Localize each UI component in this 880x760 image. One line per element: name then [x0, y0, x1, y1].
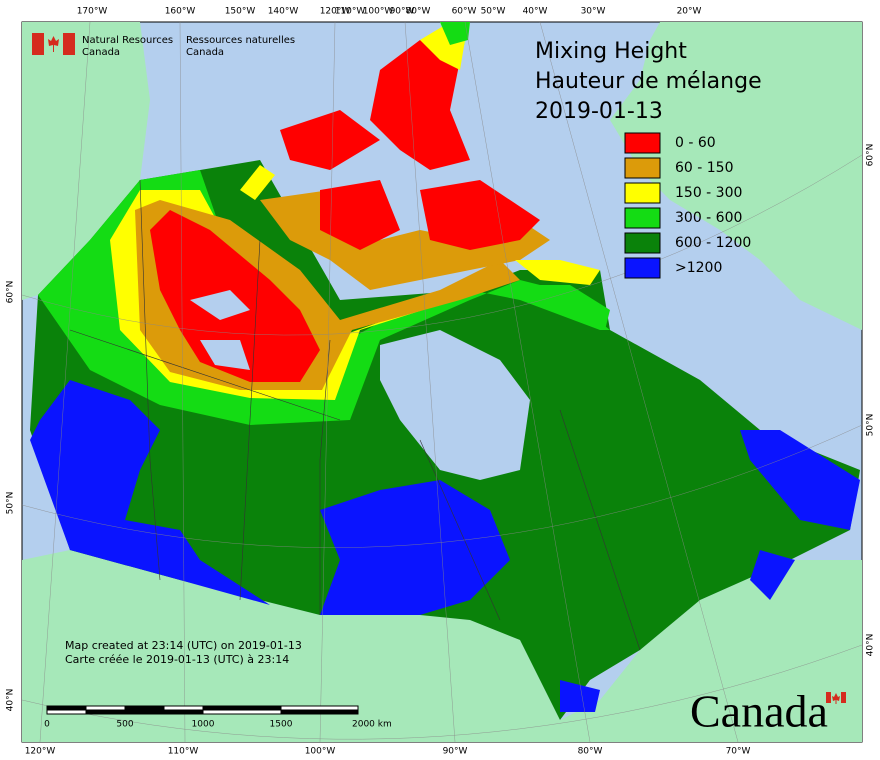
hudson-bay	[380, 330, 530, 480]
scale-bar	[46, 705, 359, 715]
graticule-label: 160°W	[165, 7, 196, 17]
scale-label: 500	[116, 720, 133, 730]
legend-label: 60 - 150	[675, 160, 734, 176]
legend-swatch	[624, 232, 661, 254]
scale-label: 1500	[270, 720, 293, 730]
legend-label: 600 - 1200	[675, 235, 751, 251]
graticule-label: 50°N	[866, 414, 876, 437]
logo	[32, 33, 75, 55]
graticule-label: 60°N	[6, 281, 16, 304]
wordmark: Canada	[690, 686, 828, 737]
graticule-label: 100°W	[305, 747, 336, 757]
legend-label: 0 - 60	[675, 135, 716, 151]
map-title: Mixing Height	[535, 39, 687, 64]
scale-label: 2000 km	[352, 720, 392, 730]
graticule-label: 20°W	[677, 7, 702, 17]
logo-text-en: Natural Resources	[82, 35, 173, 46]
logo-text-fr: Canada	[186, 47, 224, 58]
graticule-label: 80°W	[578, 747, 603, 757]
graticule-label: 40°W	[523, 7, 548, 17]
scale-label: 0	[44, 720, 50, 730]
graticule	[21, 21, 863, 743]
graticule-label: 110°W	[335, 7, 366, 17]
legend-label: >1200	[675, 260, 722, 276]
footer-note: Map created at 23:14 (UTC) on 2019-01-13	[65, 639, 302, 652]
map-title: 2019-01-13	[535, 99, 663, 124]
legend-swatch	[624, 207, 661, 229]
graticule-label: 60°N	[866, 144, 876, 167]
graticule-label: 80°W	[406, 7, 431, 17]
legend-swatch	[624, 157, 661, 179]
legend-label: 150 - 300	[675, 185, 742, 201]
graticule-label: 120°W	[320, 7, 351, 17]
graticule-label: 120°W	[25, 747, 56, 757]
legend-swatch	[624, 182, 661, 204]
foreign-land	[22, 22, 862, 742]
graticule-label: 40°N	[866, 634, 876, 657]
graticule-label: 110°W	[168, 747, 199, 757]
graticule-label: 30°W	[581, 7, 606, 17]
graticule-label: 70°W	[726, 747, 751, 757]
logo-text-en: Canada	[82, 47, 120, 58]
map-title: Hauteur de mélange	[535, 69, 762, 94]
scale-label: 1000	[192, 720, 215, 730]
graticule-label: 170°W	[77, 7, 108, 17]
graticule-label: 60°W	[452, 7, 477, 17]
legend-label: 300 - 600	[675, 210, 742, 226]
logo-text-fr: Ressources naturelles	[186, 35, 295, 46]
graticule-label: 50°N	[6, 492, 16, 515]
footer-note: Carte créée le 2019-01-13 (UTC) à 23:14	[65, 653, 289, 666]
graticule-label: 50°W	[481, 7, 506, 17]
graticule-label: 100°W	[363, 7, 394, 17]
lakes	[190, 290, 250, 370]
wordmark-flag	[826, 692, 846, 704]
graticule-label: 40°N	[6, 689, 16, 712]
graticule-label: 90°W	[390, 7, 415, 17]
graticule-label: 90°W	[443, 747, 468, 757]
borders	[69, 179, 641, 651]
graticule-label: 140°W	[268, 7, 299, 17]
legend-swatch	[624, 257, 661, 279]
graticule-label: 150°W	[225, 7, 256, 17]
legend-swatch	[624, 132, 661, 154]
